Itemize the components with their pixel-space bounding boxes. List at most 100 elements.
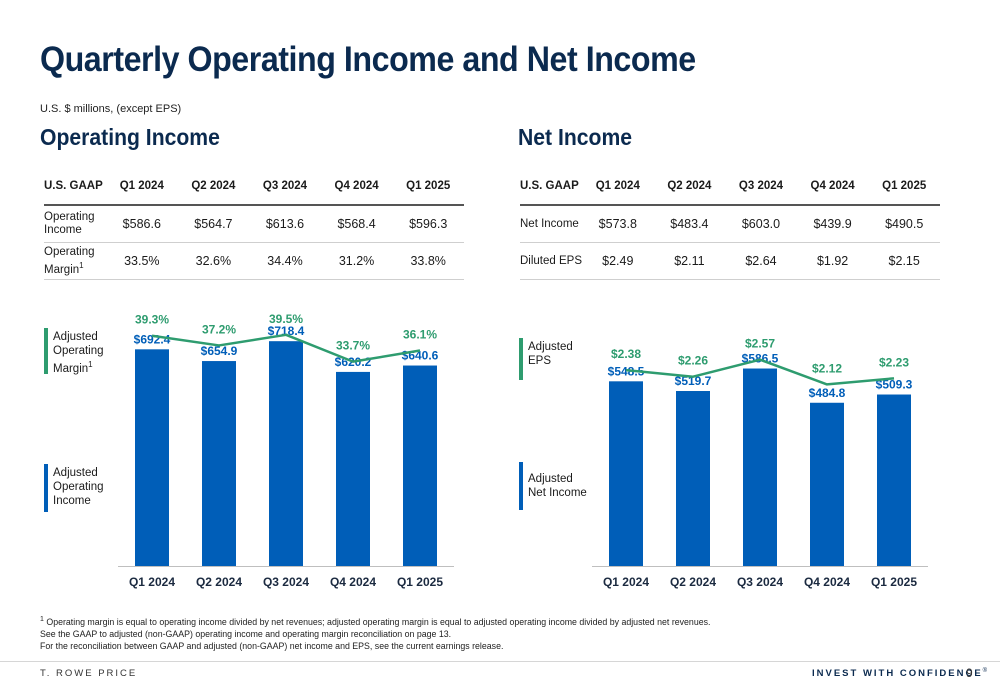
tagline-text: INVEST WITH CONFIDENCE	[812, 668, 983, 680]
legend-line-swatch	[519, 338, 523, 380]
operating-income-chart: $692.4 Q1 2024 $654.9 Q2 2024 $718.4 Q3 2024 $…	[118, 312, 454, 589]
table-header: Q1 2025	[868, 168, 940, 206]
line-value-label: $2.57	[745, 337, 775, 351]
table-cell: 32.6%	[177, 242, 250, 280]
footnote-ref: 1	[88, 360, 93, 369]
footnote-3: For the reconciliation between GAAP and …	[40, 640, 504, 651]
footnote-1: 1 Operating margin is equal to operating…	[40, 614, 710, 628]
table-header: U.S. GAAP	[44, 168, 106, 206]
line-value-label: 37.2%	[202, 322, 236, 336]
bar	[743, 368, 777, 566]
table-cell: $596.3	[392, 205, 464, 243]
tagline: INVEST WITH CONFIDENCE®	[812, 668, 989, 679]
table-header: Q1 2025	[392, 168, 464, 206]
table-header: Q4 2024	[796, 168, 869, 206]
row-label-text: Operating Margin	[44, 245, 95, 276]
table-header: Q3 2024	[249, 168, 321, 206]
registered-mark: ®	[982, 668, 990, 674]
table-cell: $586.6	[106, 205, 178, 243]
legend-adjusted-operating-income: Adjusted Operating Income	[53, 467, 104, 507]
footnote-ref: 1	[79, 260, 84, 270]
page-title: Quarterly Operating Income and Net Incom…	[40, 40, 696, 79]
legend-adjusted-net-income: Adjusted Net Income	[528, 473, 587, 499]
bar	[269, 341, 303, 566]
footnote-text: Operating margin is equal to operating i…	[46, 616, 711, 627]
table-cell: 33.8%	[392, 242, 464, 280]
bar-value-label: $654.9	[201, 344, 238, 358]
page-number: 9	[966, 666, 973, 680]
line-value-label: $2.38	[611, 347, 641, 361]
table-row: Diluted EPS $2.49 $2.11 $2.64 $1.92 $2.1…	[520, 242, 940, 280]
table-header: Q1 2024	[106, 168, 178, 206]
x-tick-label: Q4 2024	[330, 575, 376, 589]
bar-value-label: $718.4	[268, 324, 305, 338]
table-cell: $613.6	[249, 205, 321, 243]
legend-adjusted-operating-margin: Adjusted Operating Margin1	[53, 330, 123, 376]
x-tick-label: Q1 2025	[397, 575, 443, 589]
footnotes: 1 Operating margin is equal to operating…	[40, 614, 710, 652]
bar-value-label: $640.6	[402, 349, 439, 363]
bar-value-label: $484.8	[809, 386, 846, 400]
legend-line-swatch	[44, 328, 48, 374]
net-income-table: U.S. GAAP Q1 2024 Q2 2024 Q3 2024 Q4 202…	[520, 168, 940, 280]
table-header-row: U.S. GAAP Q1 2024 Q2 2024 Q3 2024 Q4 202…	[44, 168, 464, 206]
row-label: Diluted EPS	[520, 242, 582, 280]
bar-value-label: $519.7	[675, 374, 712, 388]
x-tick-label: Q3 2024	[737, 575, 783, 589]
bar-value-label: $692.4	[134, 332, 171, 346]
table-cell: 34.4%	[249, 242, 321, 280]
bar	[810, 402, 844, 566]
x-tick-label: Q3 2024	[263, 575, 309, 589]
line-value-label: $2.12	[812, 361, 842, 375]
line-value-label: $2.23	[879, 355, 909, 369]
bar	[135, 349, 169, 566]
operating-income-table: U.S. GAAP Q1 2024 Q2 2024 Q3 2024 Q4 202…	[44, 168, 464, 280]
net-income-chart: $548.5Q1 2024$519.7Q2 2024$586.5Q3 2024$…	[592, 337, 928, 589]
table-row: Net Income $573.8 $483.4 $603.0 $439.9 $…	[520, 205, 940, 243]
bar	[877, 394, 911, 566]
table-cell: $2.11	[653, 242, 726, 280]
bar	[609, 381, 643, 566]
x-tick-label: Q1 2025	[871, 575, 917, 589]
footnote-marker: 1	[40, 616, 44, 623]
line-value-label: 33.7%	[336, 339, 370, 353]
table-cell: 33.5%	[106, 242, 178, 280]
table-cell: $573.8	[582, 205, 654, 243]
table-header: Q1 2024	[582, 168, 654, 206]
table-cell: $2.64	[725, 242, 797, 280]
table-cell: $2.15	[868, 242, 940, 280]
row-label: Operating Margin1	[44, 242, 106, 280]
line-value-label: 36.1%	[403, 328, 437, 342]
table-cell: $1.92	[796, 242, 869, 280]
table-header: Q2 2024	[177, 168, 250, 206]
legend-text: Adjusted Operating Margin	[53, 331, 104, 375]
units-note: U.S. $ millions, (except EPS)	[40, 103, 182, 115]
table-cell: $2.49	[582, 242, 654, 280]
legend-bar-swatch	[519, 462, 523, 510]
table-cell: $483.4	[653, 205, 726, 243]
table-header: U.S. GAAP	[520, 168, 582, 206]
table-header: Q2 2024	[653, 168, 726, 206]
table-header-row: U.S. GAAP Q1 2024 Q2 2024 Q3 2024 Q4 202…	[520, 168, 940, 206]
bar	[676, 391, 710, 566]
row-label: Operating Income	[44, 205, 106, 243]
line-value-label: 39.3%	[135, 313, 169, 327]
legend-adjusted-eps: Adjusted EPS	[528, 341, 573, 367]
x-tick-label: Q1 2024	[129, 575, 175, 589]
brand-logo-text: T. ROWE PRICE	[40, 668, 138, 679]
bar-value-label: $509.3	[876, 378, 913, 392]
operating-section-title: Operating Income	[40, 124, 220, 150]
footnote-2: See the GAAP to adjusted (non-GAAP) oper…	[40, 628, 452, 639]
x-tick-label: Q4 2024	[804, 575, 850, 589]
line-value-label: $2.26	[678, 354, 708, 368]
row-label: Net Income	[520, 205, 582, 243]
legend-bar-swatch	[44, 464, 48, 512]
table-cell: 31.2%	[320, 242, 393, 280]
footer-divider	[0, 661, 1000, 662]
bar	[403, 365, 437, 566]
bar	[336, 371, 370, 566]
table-cell: $568.4	[320, 205, 393, 243]
table-row: Operating Margin1 33.5% 32.6% 34.4% 31.2…	[44, 242, 464, 280]
table-header: Q3 2024	[725, 168, 797, 206]
table-row: Operating Income $586.6 $564.7 $613.6 $5…	[44, 205, 464, 243]
